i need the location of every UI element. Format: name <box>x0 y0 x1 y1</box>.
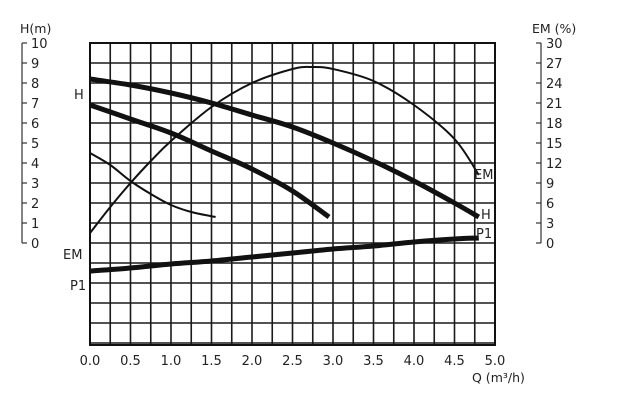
x-tick-label: 5.0 <box>485 354 506 369</box>
x-tick-label: 1.0 <box>161 354 182 369</box>
y-tick-label-right: 21 <box>546 97 563 112</box>
x-tick-label: 4.5 <box>444 354 465 369</box>
y-tick-label-left: 3 <box>31 177 39 192</box>
x-tick-label: 1.5 <box>201 354 222 369</box>
series-line-curve-3 <box>89 152 216 218</box>
x-tick-label: 2.0 <box>242 354 263 369</box>
y-tick-label-left: 10 <box>31 37 48 52</box>
y-tick-label-left: 9 <box>31 57 39 72</box>
y-tick-label-left: 7 <box>31 97 39 112</box>
y-tick-label-left: 6 <box>31 117 39 132</box>
x-tick-label: 2.5 <box>282 354 303 369</box>
curve-label-h-left: H <box>74 88 84 103</box>
curve-label-h-right: H <box>481 208 491 223</box>
curve-label-em-left: EM <box>63 248 82 263</box>
y-tick-label-left: 1 <box>31 217 39 232</box>
x-tick-label: 3.0 <box>323 354 344 369</box>
y-axis-right-title: EM (%) <box>532 21 576 36</box>
y-tick-label-right: 9 <box>546 177 554 192</box>
series-line-em <box>89 65 480 234</box>
y-tick-label-right: 12 <box>546 157 563 172</box>
y-tick-label-right: 24 <box>546 77 563 92</box>
series-line-p1 <box>89 235 479 274</box>
x-tick-label: 3.5 <box>363 354 384 369</box>
y-tick-label-left: 2 <box>31 197 39 212</box>
series-line-h <box>89 76 481 220</box>
series-line-curve-2 <box>89 102 331 220</box>
series-layer <box>89 65 481 274</box>
y-axis-left-title: H(m) <box>20 21 51 36</box>
x-tick-label: 0.5 <box>120 354 141 369</box>
plot-frame <box>89 42 496 346</box>
grid <box>89 42 496 346</box>
y-tick-label-right: 3 <box>546 217 554 232</box>
x-axis-title: Q (m³/h) <box>472 370 525 385</box>
y-tick-label-right: 27 <box>546 57 563 72</box>
y-tick-label-left: 0 <box>31 237 39 252</box>
y-tick-label-right: 18 <box>546 117 563 132</box>
x-tick-label: 0.0 <box>80 354 101 369</box>
curve-label-p1-left: P1 <box>70 279 86 294</box>
y-tick-label-left: 8 <box>31 77 39 92</box>
x-tick-label: 4.0 <box>404 354 425 369</box>
y-tick-label-right: 30 <box>546 37 563 52</box>
y-tick-label-left: 4 <box>31 157 39 172</box>
y-tick-label-right: 0 <box>546 237 554 252</box>
curve-label-em-right: EM <box>474 168 493 183</box>
y-tick-label-right: 15 <box>546 137 563 152</box>
y-tick-label-left: 5 <box>31 137 39 152</box>
curve-label-p1-right: P1 <box>476 227 492 242</box>
y-tick-label-right: 6 <box>546 197 554 212</box>
